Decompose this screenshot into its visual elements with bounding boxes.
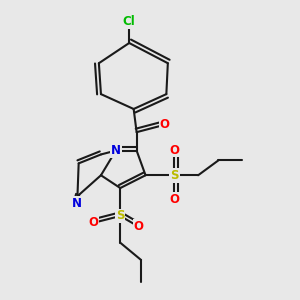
Text: S: S	[170, 169, 178, 182]
Text: Cl: Cl	[123, 15, 136, 28]
Text: N: N	[111, 144, 121, 157]
Text: O: O	[160, 118, 170, 131]
Text: O: O	[88, 216, 98, 229]
Text: N: N	[72, 197, 82, 210]
Text: O: O	[169, 194, 179, 206]
Text: O: O	[169, 143, 179, 157]
Text: S: S	[116, 209, 124, 223]
Text: O: O	[134, 220, 144, 233]
